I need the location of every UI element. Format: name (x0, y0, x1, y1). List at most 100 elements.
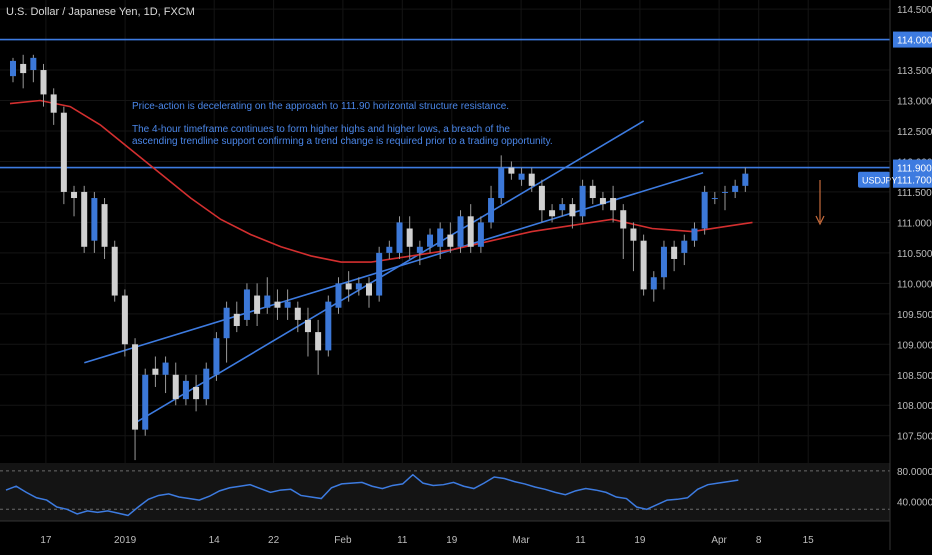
annotation-line-3: ascending trendline support confirming a… (132, 136, 553, 147)
x-tick-label: Feb (334, 535, 352, 546)
x-tick-label: 15 (803, 535, 815, 546)
candle-body (416, 246, 423, 253)
candle-body (569, 204, 576, 217)
candle-body (671, 246, 678, 259)
candle-body (243, 289, 250, 320)
indicator-tick-label: 80.0000 (897, 467, 932, 478)
candle-body (203, 368, 210, 400)
candle-body (254, 295, 261, 314)
down-arrow-icon (815, 215, 825, 226)
candle-body (518, 173, 525, 180)
candle-body (711, 198, 718, 200)
annotation-line-1: Price-action is decelerating on the appr… (132, 101, 510, 112)
channel-line (84, 172, 704, 364)
candle-body (142, 374, 149, 430)
y-tick-label: 108.000 (897, 401, 932, 412)
candle-body (60, 112, 67, 192)
y-tick-label: 109.000 (897, 340, 932, 351)
y-tick-label: 112.500 (897, 127, 932, 138)
last-price-label: 111.700 (897, 176, 932, 187)
candle-body (365, 283, 372, 296)
candle-body (40, 70, 47, 95)
candle-body (376, 252, 383, 296)
candle-body (304, 319, 311, 333)
candle-body (152, 368, 159, 375)
candle-body (640, 240, 647, 290)
candle-body (30, 57, 37, 71)
x-tick-label: 19 (446, 535, 458, 546)
y-tick-label: 113.000 (897, 97, 932, 108)
level-price-label: 114.000 (897, 36, 932, 47)
candle-body (610, 198, 617, 211)
y-tick-label: 108.500 (897, 371, 932, 382)
candle-body (50, 94, 57, 113)
symbol-tag (858, 171, 890, 188)
candle-body (742, 173, 749, 186)
x-tick-label: 19 (634, 535, 646, 546)
symbol-label: USDJPY (862, 176, 898, 186)
level-price-label: 111.900 (897, 164, 932, 175)
candle-body (81, 191, 88, 247)
x-tick-label: 14 (209, 535, 221, 546)
y-tick-label: 111.000 (897, 218, 932, 229)
candle-body (325, 301, 332, 351)
candle-body (162, 362, 169, 375)
candle-body (386, 246, 393, 253)
y-tick-label: 110.000 (897, 279, 932, 290)
candle-body (172, 374, 179, 400)
candle-body (111, 246, 118, 296)
candle-body (233, 313, 240, 327)
y-tick-label: 110.500 (897, 249, 932, 260)
indicator-pane (0, 463, 890, 521)
chart-title: U.S. Dollar / Japanese Yen, 1D, FXCM (6, 6, 195, 18)
candle-body (589, 185, 596, 199)
candle-body (101, 204, 108, 247)
candle-body (457, 216, 464, 247)
candle-body (264, 295, 271, 308)
y-tick-label: 114.500 (897, 5, 932, 16)
candle-body (579, 185, 586, 217)
candle-body (660, 246, 667, 278)
candle-body (437, 228, 444, 247)
candle-body (396, 222, 403, 253)
candle-body (274, 301, 281, 308)
candle-body (538, 185, 545, 211)
candle-body (121, 295, 128, 345)
candle-body (406, 228, 413, 247)
indicator-line (5, 473, 739, 517)
candle-body (630, 228, 637, 241)
candle-body (691, 228, 698, 241)
candle-body (650, 277, 657, 290)
x-tick-label: 22 (268, 535, 280, 546)
candle-body (182, 380, 189, 400)
channel-line (133, 120, 645, 425)
level-price-tag (893, 159, 932, 176)
candle-body (294, 307, 301, 320)
candle-body (528, 173, 535, 186)
candle-body (223, 307, 230, 339)
x-tick-label: 11 (397, 535, 408, 546)
candle-body (488, 198, 495, 223)
candle-body (132, 344, 139, 430)
candle-body (549, 210, 556, 217)
y-tick-label: 109.500 (897, 310, 932, 321)
candle-body (355, 283, 362, 290)
candle-body (284, 301, 291, 308)
level-price-tag (893, 31, 932, 48)
candle-body (477, 222, 484, 247)
candle-body (71, 191, 78, 199)
annotation-line-2: The 4-hour timeframe continues to form h… (132, 124, 510, 135)
candle-body (681, 240, 688, 253)
candle-body (732, 185, 739, 192)
candle-body (508, 167, 515, 174)
candle-body (345, 283, 352, 290)
y-tick-label: 107.500 (897, 432, 932, 443)
x-tick-label: 2019 (114, 535, 137, 546)
candle-body (447, 234, 454, 247)
indicator-tick-label: 40.0000 (897, 498, 932, 509)
candle-body (498, 167, 505, 199)
candle-body (10, 60, 16, 77)
candle-body (20, 63, 27, 74)
